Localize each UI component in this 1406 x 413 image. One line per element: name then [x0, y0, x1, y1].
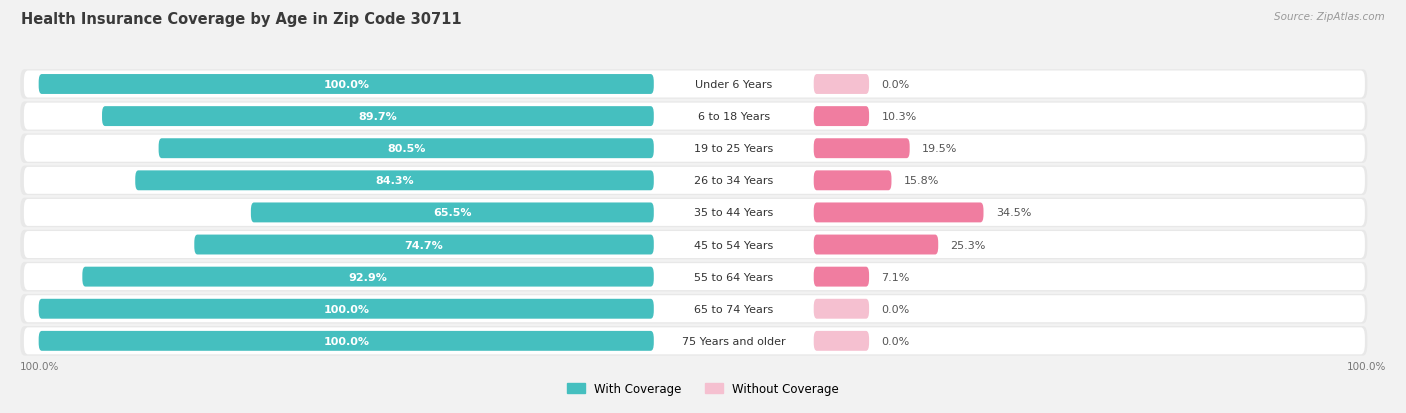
FancyBboxPatch shape: [20, 230, 1367, 260]
Text: 100.0%: 100.0%: [323, 336, 370, 346]
Text: 6 to 18 Years: 6 to 18 Years: [697, 112, 770, 122]
FancyBboxPatch shape: [20, 102, 1367, 132]
FancyBboxPatch shape: [24, 135, 1365, 162]
Text: 25.3%: 25.3%: [950, 240, 986, 250]
Text: 0.0%: 0.0%: [882, 304, 910, 314]
FancyBboxPatch shape: [250, 203, 654, 223]
Text: 7.1%: 7.1%: [882, 272, 910, 282]
Text: 65 to 74 Years: 65 to 74 Years: [695, 304, 773, 314]
Text: 100.0%: 100.0%: [1347, 361, 1386, 371]
FancyBboxPatch shape: [159, 139, 654, 159]
FancyBboxPatch shape: [814, 267, 869, 287]
FancyBboxPatch shape: [814, 299, 869, 319]
FancyBboxPatch shape: [658, 234, 810, 256]
FancyBboxPatch shape: [39, 331, 654, 351]
FancyBboxPatch shape: [83, 267, 654, 287]
Text: Source: ZipAtlas.com: Source: ZipAtlas.com: [1274, 12, 1385, 22]
Text: 74.7%: 74.7%: [405, 240, 443, 250]
FancyBboxPatch shape: [658, 138, 810, 160]
FancyBboxPatch shape: [658, 74, 810, 96]
FancyBboxPatch shape: [20, 262, 1367, 292]
Legend: With Coverage, Without Coverage: With Coverage, Without Coverage: [567, 382, 839, 395]
FancyBboxPatch shape: [24, 296, 1365, 323]
FancyBboxPatch shape: [658, 330, 810, 352]
FancyBboxPatch shape: [814, 203, 984, 223]
Text: 35 to 44 Years: 35 to 44 Years: [695, 208, 773, 218]
FancyBboxPatch shape: [658, 106, 810, 128]
Text: 19.5%: 19.5%: [922, 144, 957, 154]
FancyBboxPatch shape: [103, 107, 654, 127]
FancyBboxPatch shape: [658, 298, 810, 320]
Text: 0.0%: 0.0%: [882, 80, 910, 90]
FancyBboxPatch shape: [135, 171, 654, 191]
Text: 100.0%: 100.0%: [20, 361, 59, 371]
Text: 100.0%: 100.0%: [323, 80, 370, 90]
Text: 15.8%: 15.8%: [904, 176, 939, 186]
FancyBboxPatch shape: [20, 134, 1367, 164]
FancyBboxPatch shape: [814, 171, 891, 191]
FancyBboxPatch shape: [194, 235, 654, 255]
Text: 19 to 25 Years: 19 to 25 Years: [695, 144, 773, 154]
FancyBboxPatch shape: [39, 75, 654, 95]
FancyBboxPatch shape: [39, 299, 654, 319]
FancyBboxPatch shape: [24, 71, 1365, 98]
FancyBboxPatch shape: [20, 294, 1367, 324]
FancyBboxPatch shape: [20, 166, 1367, 196]
FancyBboxPatch shape: [658, 170, 810, 192]
FancyBboxPatch shape: [814, 331, 869, 351]
Text: 65.5%: 65.5%: [433, 208, 471, 218]
FancyBboxPatch shape: [20, 198, 1367, 228]
FancyBboxPatch shape: [20, 326, 1367, 356]
Text: 45 to 54 Years: 45 to 54 Years: [695, 240, 773, 250]
Text: 0.0%: 0.0%: [882, 336, 910, 346]
FancyBboxPatch shape: [658, 202, 810, 224]
Text: 75 Years and older: 75 Years and older: [682, 336, 786, 346]
FancyBboxPatch shape: [24, 103, 1365, 130]
Text: 100.0%: 100.0%: [323, 304, 370, 314]
FancyBboxPatch shape: [24, 199, 1365, 226]
FancyBboxPatch shape: [24, 263, 1365, 290]
FancyBboxPatch shape: [24, 328, 1365, 354]
Text: 26 to 34 Years: 26 to 34 Years: [695, 176, 773, 186]
FancyBboxPatch shape: [814, 75, 869, 95]
FancyBboxPatch shape: [814, 107, 869, 127]
FancyBboxPatch shape: [814, 235, 938, 255]
FancyBboxPatch shape: [24, 231, 1365, 259]
Text: Health Insurance Coverage by Age in Zip Code 30711: Health Insurance Coverage by Age in Zip …: [21, 12, 461, 27]
Text: 89.7%: 89.7%: [359, 112, 398, 122]
Text: 92.9%: 92.9%: [349, 272, 388, 282]
Text: 80.5%: 80.5%: [387, 144, 426, 154]
FancyBboxPatch shape: [658, 266, 810, 288]
FancyBboxPatch shape: [20, 70, 1367, 100]
FancyBboxPatch shape: [814, 139, 910, 159]
Text: 84.3%: 84.3%: [375, 176, 413, 186]
Text: 55 to 64 Years: 55 to 64 Years: [695, 272, 773, 282]
FancyBboxPatch shape: [24, 167, 1365, 195]
Text: Under 6 Years: Under 6 Years: [695, 80, 772, 90]
Text: 34.5%: 34.5%: [995, 208, 1031, 218]
Text: 10.3%: 10.3%: [882, 112, 917, 122]
